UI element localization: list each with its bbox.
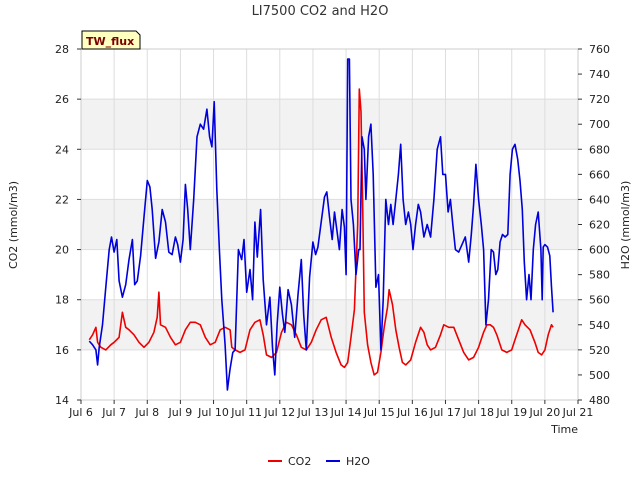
y-axis-left: 14 16 18 20 22 24 26 28 [55,43,81,407]
legend-label-h2o: H2O [346,455,370,468]
y-tick-label-right: 720 [589,93,610,106]
y-tick-label-right: 660 [589,168,610,181]
x-axis: Jul 6 Jul 7 Jul 8 Jul 9 Jul 10 Jul 11 Jul 12 Ju… [68,400,593,419]
y-tick-label-left: 14 [55,394,69,407]
y-tick-label-right: 500 [589,369,610,382]
x-tick-label: Jul 21 [562,406,594,419]
x-tick-label: Jul 12 [263,406,295,419]
y-tick-label-left: 24 [55,143,69,156]
y-tick-label-right: 760 [589,43,610,56]
legend: CO2 H2O [268,455,370,468]
x-tick-label: Jul 19 [495,406,527,419]
x-tick-label: Jul 7 [101,406,126,419]
series-line-h2o [88,58,554,391]
x-axis-label: Time [550,423,578,436]
y-tick-label-left: 18 [55,294,69,307]
x-tick-label: Jul 16 [396,406,428,419]
site-tag: TW_flux [81,30,141,50]
y-tick-label-left: 16 [55,344,69,357]
x-tick-label: Jul 14 [330,406,362,419]
y-axis-label-left: CO2 (mmol/m3) [7,181,20,269]
y-tick-label-right: 640 [589,193,610,206]
x-tick-label: Jul 18 [462,406,494,419]
x-tick-label: Jul 6 [68,406,93,419]
x-tick-label: Jul 8 [134,406,159,419]
y-tick-label-right: 480 [589,394,610,407]
x-tick-label: Jul 17 [429,406,461,419]
y-tick-label-right: 600 [589,244,610,257]
x-tick-label: Jul 11 [230,406,262,419]
grid [80,48,579,401]
x-tick-label: Jul 9 [168,406,193,419]
y-tick-label-left: 20 [55,244,69,257]
x-tick-label: Jul 13 [297,406,329,419]
series-line-co2 [88,88,554,376]
y-axis-right: 480 500 520 540 560 580 600 620 640 660 680 700 720 7… [578,43,610,407]
x-tick-label: Jul 15 [363,406,395,419]
y-tick-label-right: 520 [589,344,610,357]
band [81,199,578,250]
y-tick-label-right: 620 [589,219,610,232]
chart-title: LI7500 CO2 and H2O [252,4,389,19]
x-tick-label: Jul 10 [197,406,229,419]
y-tick-label-right: 540 [589,319,610,332]
series-layer [88,58,554,391]
background-bands [81,99,578,350]
y-tick-label-right: 560 [589,294,610,307]
y-tick-label-right: 680 [589,143,610,156]
y-tick-label-left: 22 [55,193,69,206]
y-tick-label-right: 580 [589,269,610,282]
band [81,299,578,350]
y-tick-label-left: 28 [55,43,69,56]
x-tick-label: Jul 20 [528,406,560,419]
y-axis-label-right: H2O (mmol/m3) [619,181,632,270]
site-tag-label: TW_flux [86,35,134,48]
band [81,99,578,150]
y-tick-label-right: 700 [589,118,610,131]
legend-label-co2: CO2 [288,455,311,468]
y-tick-label-right: 740 [589,68,610,81]
y-tick-label-left: 26 [55,93,69,106]
